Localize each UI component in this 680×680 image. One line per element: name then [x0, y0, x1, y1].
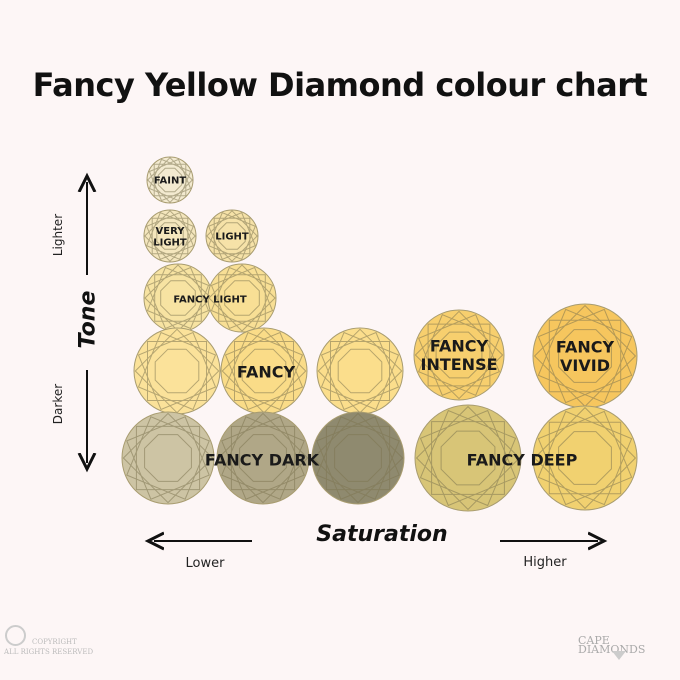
- grade-fancy-dark: [121, 411, 405, 505]
- diamond-stone: [121, 411, 215, 505]
- grade-fancy-deep: [414, 404, 638, 512]
- grade-very-light: [143, 209, 197, 263]
- grade-light: [205, 209, 259, 263]
- brand-logo: CAPE DIAMONDS: [578, 634, 646, 656]
- diamond-stone: [207, 263, 277, 333]
- diamond-stone: [311, 411, 405, 505]
- chart-title: Fancy Yellow Diamond colour chart: [32, 66, 648, 104]
- tone-darker-label: Darker: [51, 383, 65, 425]
- saturation-lower-label: Lower: [185, 556, 225, 571]
- grade-label: LIGHT: [215, 232, 249, 243]
- rights-text: ALL RIGHTS RESERVED: [4, 648, 94, 656]
- tone-lighter-label: Lighter: [51, 213, 65, 257]
- grade-label: FANCY LIGHT: [173, 295, 247, 306]
- saturation-axis-label: Saturation: [316, 522, 448, 547]
- grade-label: FANCY INTENSE: [420, 336, 497, 373]
- diamond-stone: [143, 209, 197, 263]
- diamond-stone: [532, 405, 638, 511]
- tone-axis-label: Tone: [75, 290, 101, 349]
- copyright-text: COPYRIGHT: [32, 638, 77, 646]
- grade-faint: [146, 156, 194, 204]
- diamond-stone: [316, 327, 404, 415]
- grade-fancy-light: [143, 263, 277, 333]
- grade-label: FAINT: [154, 176, 187, 187]
- grade-label: FANCY: [237, 363, 296, 382]
- grade-label: FANCY VIVID: [556, 337, 615, 374]
- diamond-stone: [205, 209, 259, 263]
- diamond-logo-icon: [612, 651, 626, 660]
- copyright-icon: [5, 625, 26, 646]
- diamond-stone: [414, 404, 522, 512]
- diamond-stone: [133, 327, 221, 415]
- grade-label: VERY LIGHT: [153, 226, 187, 249]
- grade-label: FANCY DARK: [205, 451, 320, 470]
- diamond-stone: [216, 411, 310, 505]
- grade-label: FANCY DEEP: [467, 451, 578, 470]
- diamond-stone: [146, 156, 194, 204]
- diamond-stone: [413, 309, 505, 401]
- grade-fancy-intense: [413, 309, 505, 401]
- saturation-higher-label: Higher: [523, 555, 567, 570]
